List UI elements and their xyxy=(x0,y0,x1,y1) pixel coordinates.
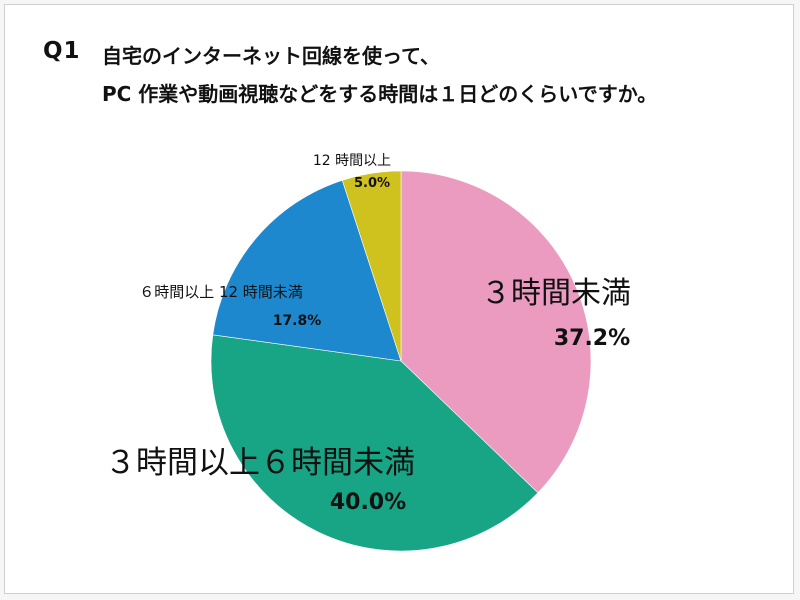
slice-value-1: 37.2% xyxy=(554,326,630,351)
slice-value-2: 40.0% xyxy=(330,490,406,515)
question-number: Q1 xyxy=(43,38,81,64)
slice-label-1: ３時間未満 xyxy=(481,276,631,311)
slice-label-3: ６時間以上 12 時間未満 xyxy=(139,283,303,301)
pie-slice-3 xyxy=(212,179,402,362)
slice-value-4: 5.0% xyxy=(354,176,390,191)
slice-label-2: ３時間以上６時間未満 xyxy=(105,445,415,481)
slice-label-4: 12 時間以上 xyxy=(313,153,391,169)
pie-slice-4 xyxy=(341,170,402,362)
pie-slice-1 xyxy=(400,170,592,494)
question-text-line-1: 自宅のインターネット回線を使って、 xyxy=(102,44,440,68)
question-text-line-2: PC 作業や動画視聴などをする時間は１日どのくらいですか。 xyxy=(102,82,658,106)
slice-value-3: 17.8% xyxy=(273,313,322,329)
pie-slice-2 xyxy=(210,334,539,552)
